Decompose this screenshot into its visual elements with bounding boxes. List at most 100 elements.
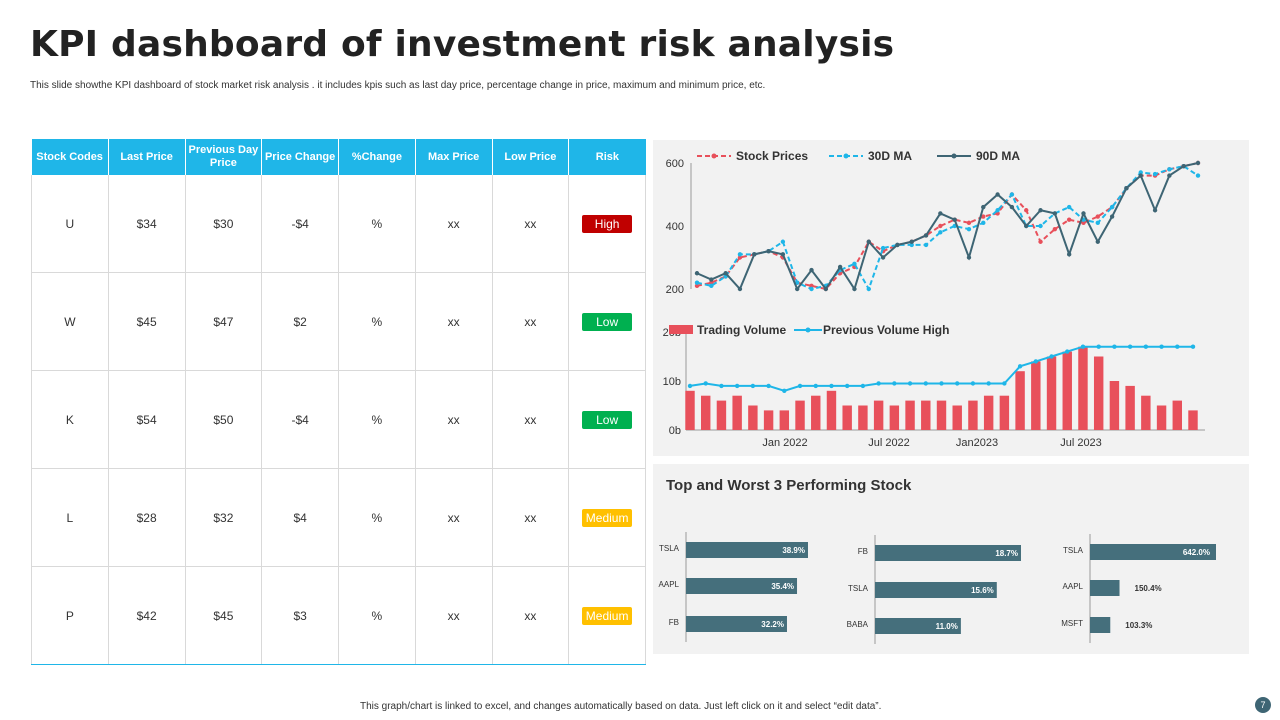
cell-max-price: xx — [415, 468, 493, 567]
volume-bar — [1078, 346, 1088, 430]
page-title: KPI dashboard of investment risk analysi… — [30, 24, 895, 65]
y-tick-label: 600 — [666, 158, 684, 170]
volume-bar — [1109, 381, 1120, 430]
perf-value-label: 32.2% — [761, 620, 784, 629]
table-row: P $42 $45 $3% xx xx Medium — [31, 566, 646, 665]
ma-30d-point — [1009, 192, 1015, 197]
cell-low-price: xx — [492, 468, 570, 567]
volume-bar — [685, 390, 695, 430]
legend-label: Trading Volume — [697, 323, 786, 337]
cell-previous-day-price: $30 — [185, 175, 263, 273]
ma-90d-point — [795, 286, 800, 292]
ma-90d-point — [880, 255, 886, 260]
legend-marker — [711, 153, 717, 159]
volume-bar — [952, 405, 962, 430]
perf-bar — [686, 542, 808, 558]
previous-volume-high-point — [970, 381, 976, 386]
ma-90d-point — [1038, 208, 1043, 213]
previous-volume-high-point — [1175, 344, 1180, 349]
cell-percent-change: % — [338, 468, 416, 567]
volume-bar — [921, 400, 931, 430]
previous-volume-high-point — [687, 383, 693, 389]
cell-last-price: $34 — [108, 175, 186, 273]
ma-30d-point — [966, 226, 972, 232]
legend-ma-90d: 90D MA — [937, 149, 1020, 163]
stock-prices-point — [694, 283, 700, 289]
previous-volume-high-point — [1096, 344, 1101, 349]
previous-volume-high-point — [813, 383, 818, 389]
volume-bar — [732, 395, 742, 430]
volume-bar — [748, 405, 758, 430]
ma-30d-point — [1038, 223, 1043, 229]
ma-90d-point — [995, 192, 1000, 197]
ma-90d-point — [1095, 239, 1100, 244]
perf-value-label: 103.3% — [1125, 621, 1152, 630]
cell-price-change: $2 — [261, 272, 339, 371]
volume-bar — [1141, 395, 1151, 430]
ma-90d-point — [923, 233, 929, 238]
cell-risk: Medium — [568, 566, 646, 665]
perf-category-label: TSLA — [1063, 546, 1084, 555]
ma-90d-point — [1052, 211, 1058, 216]
volume-bar — [763, 410, 774, 430]
ma-90d-line — [696, 162, 1199, 292]
risk-badge: Low — [582, 410, 633, 429]
volume-bar — [842, 405, 852, 430]
previous-volume-high-point — [939, 381, 944, 386]
volume-bar — [936, 400, 947, 430]
volume-bar — [826, 390, 837, 430]
ma-90d-point — [709, 277, 714, 282]
perf-category-label: TSLA — [848, 584, 869, 593]
previous-volume-high-point — [986, 381, 991, 386]
x-tick-label: Jan2023 — [956, 437, 998, 449]
stock-prices-point — [1095, 214, 1100, 219]
ma-90d-point — [1195, 160, 1201, 166]
ma-30d-point — [1167, 167, 1172, 172]
perf-value-label: 15.6% — [971, 586, 994, 595]
previous-volume-high-point — [907, 381, 913, 386]
volume-bar — [983, 395, 994, 430]
previous-volume-high-point — [1143, 344, 1149, 349]
page-subtitle: This slide showthe KPI dashboard of stoc… — [30, 80, 766, 91]
ma-90d-point — [895, 242, 900, 248]
legend-trading-volume: Trading Volume — [669, 323, 786, 337]
perf-category-label: FB — [669, 618, 679, 627]
stock-prices-point — [737, 255, 743, 260]
ma-30d-point — [981, 220, 986, 226]
perf-value-label: 38.9% — [782, 546, 805, 555]
header-max-price: Max Price — [415, 139, 493, 175]
y-tick-label: 200 — [666, 284, 684, 296]
cell-percent-change: % — [338, 272, 416, 371]
table-row: K $54 $50 -$4% xx xx Low — [31, 370, 646, 469]
ma-30d-point — [737, 252, 743, 257]
legend-stock-prices: Stock Prices — [697, 149, 808, 163]
ma-30d-point — [880, 245, 886, 251]
volume-bar — [873, 400, 884, 430]
stock-prices-point — [981, 214, 986, 219]
ma-90d-point — [1109, 214, 1115, 219]
volume-bar — [999, 395, 1010, 430]
cell-previous-day-price: $50 — [185, 370, 263, 469]
cell-risk: Medium — [568, 468, 646, 567]
cell-last-price: $54 — [108, 370, 186, 469]
legend-label: 30D MA — [868, 149, 912, 163]
stock-prices-point — [1066, 217, 1072, 222]
header-price-change: Price Change — [261, 139, 339, 175]
ma-30d-point — [1152, 171, 1158, 177]
previous-volume-high-point — [782, 388, 787, 393]
stock-prices-line — [696, 162, 1199, 291]
performance-bar-charts: Top and Worst 3 Performing Stock TSLA 38.9… — [659, 477, 1216, 644]
stock-prices-point — [709, 280, 714, 285]
stock-prices-point — [1024, 208, 1029, 213]
previous-volume-high-point — [1159, 344, 1164, 349]
volume-bar — [905, 400, 915, 430]
legend-marker — [843, 153, 849, 159]
cell-risk: Low — [568, 370, 646, 469]
previous-volume-high-point — [1049, 354, 1054, 359]
cell-stock-code: U — [31, 175, 109, 273]
previous-volume-high-point — [844, 383, 850, 389]
cell-price-change: $3 — [261, 566, 339, 665]
ma-90d-point — [766, 249, 771, 254]
previous-volume-high-point — [876, 381, 881, 386]
ma-30d-point — [866, 286, 871, 292]
